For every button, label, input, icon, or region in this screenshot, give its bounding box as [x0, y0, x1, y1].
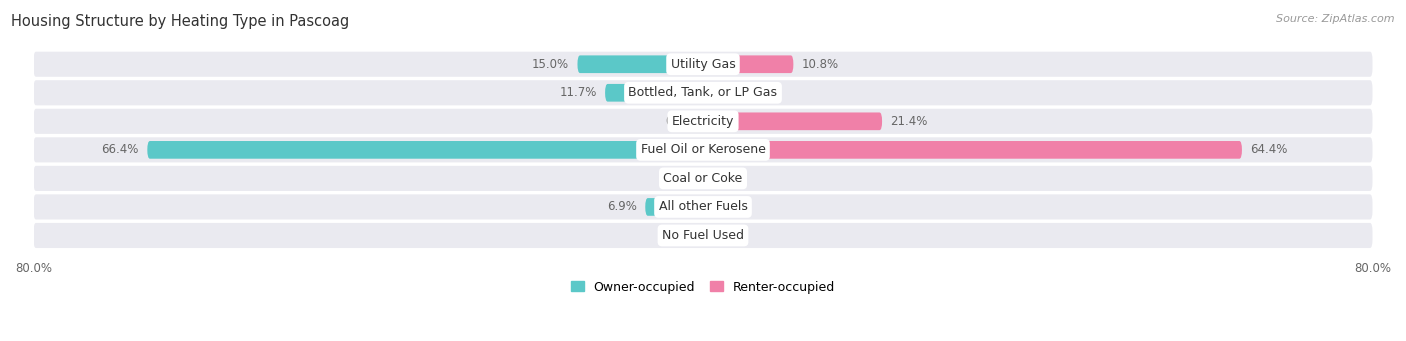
FancyBboxPatch shape	[34, 109, 1372, 134]
FancyBboxPatch shape	[148, 141, 703, 159]
Text: Bottled, Tank, or LP Gas: Bottled, Tank, or LP Gas	[628, 86, 778, 99]
Text: 0.0%: 0.0%	[711, 201, 741, 213]
Text: Housing Structure by Heating Type in Pascoag: Housing Structure by Heating Type in Pas…	[11, 14, 350, 29]
Legend: Owner-occupied, Renter-occupied: Owner-occupied, Renter-occupied	[571, 281, 835, 294]
Text: Utility Gas: Utility Gas	[671, 58, 735, 71]
Text: 0.0%: 0.0%	[665, 229, 695, 242]
Text: 64.4%: 64.4%	[1250, 143, 1288, 157]
FancyBboxPatch shape	[645, 198, 703, 216]
Text: All other Fuels: All other Fuels	[658, 201, 748, 213]
Text: Electricity: Electricity	[672, 115, 734, 128]
FancyBboxPatch shape	[703, 84, 731, 102]
Text: 21.4%: 21.4%	[890, 115, 928, 128]
FancyBboxPatch shape	[703, 55, 793, 73]
Text: Source: ZipAtlas.com: Source: ZipAtlas.com	[1277, 14, 1395, 24]
Text: Fuel Oil or Kerosene: Fuel Oil or Kerosene	[641, 143, 765, 157]
Text: 0.0%: 0.0%	[711, 172, 741, 185]
Text: 15.0%: 15.0%	[531, 58, 569, 71]
FancyBboxPatch shape	[578, 55, 703, 73]
Text: No Fuel Used: No Fuel Used	[662, 229, 744, 242]
FancyBboxPatch shape	[34, 52, 1372, 77]
Text: 6.9%: 6.9%	[607, 201, 637, 213]
Text: 0.0%: 0.0%	[665, 115, 695, 128]
Text: Coal or Coke: Coal or Coke	[664, 172, 742, 185]
Text: 0.0%: 0.0%	[665, 172, 695, 185]
FancyBboxPatch shape	[703, 141, 1241, 159]
Text: 66.4%: 66.4%	[101, 143, 139, 157]
Text: 11.7%: 11.7%	[560, 86, 596, 99]
FancyBboxPatch shape	[34, 223, 1372, 248]
FancyBboxPatch shape	[605, 84, 703, 102]
FancyBboxPatch shape	[34, 194, 1372, 220]
FancyBboxPatch shape	[34, 166, 1372, 191]
FancyBboxPatch shape	[34, 137, 1372, 162]
Text: 3.4%: 3.4%	[740, 86, 769, 99]
FancyBboxPatch shape	[34, 80, 1372, 105]
Text: 10.8%: 10.8%	[801, 58, 839, 71]
FancyBboxPatch shape	[703, 113, 882, 130]
Text: 0.0%: 0.0%	[711, 229, 741, 242]
